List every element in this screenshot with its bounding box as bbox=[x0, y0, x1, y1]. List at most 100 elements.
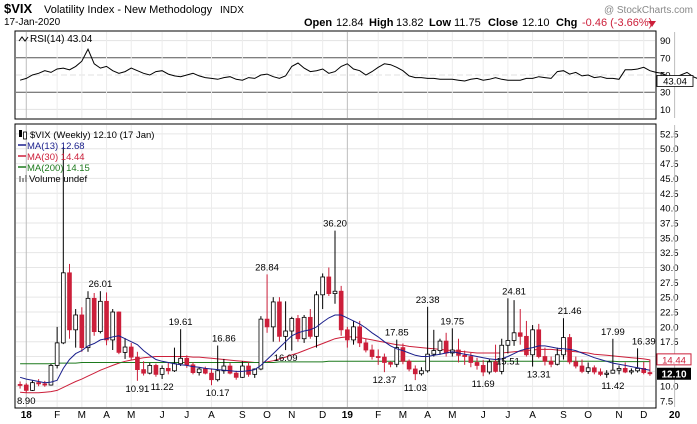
close-value: 12.10 bbox=[522, 17, 550, 29]
price-tick-label: 47.5 bbox=[660, 159, 679, 170]
price-annotation: 16.09 bbox=[274, 353, 298, 364]
ohlc-summary: Open 12.84 High 13.82 Low 11.75 Close 12… bbox=[304, 17, 652, 29]
x-axis-label: F bbox=[54, 410, 60, 421]
candle-body bbox=[301, 316, 307, 340]
candle-body bbox=[85, 297, 91, 349]
candle-body bbox=[487, 361, 492, 373]
close-label: Close bbox=[488, 17, 518, 29]
volume-legend-icon bbox=[19, 175, 27, 182]
legend-volume: Volume undef bbox=[29, 174, 87, 185]
price-tick-label: 25.0 bbox=[660, 293, 679, 304]
rsi-tick-label: 70 bbox=[660, 53, 671, 64]
candle-body bbox=[42, 383, 48, 386]
x-axis-label: A bbox=[103, 410, 110, 421]
candle-body bbox=[264, 318, 270, 328]
candle-body bbox=[622, 368, 628, 373]
ma30-current-label: 14.44 bbox=[662, 355, 686, 366]
candle-body bbox=[382, 356, 387, 363]
x-axis-label: J bbox=[160, 410, 165, 421]
candle-body bbox=[610, 369, 616, 374]
price-annotations: 8.90 26.01 10.91 11.22 19.61 16.86 10.17 28.84 1… bbox=[17, 219, 656, 407]
candle-body bbox=[474, 362, 480, 366]
rsi-panel: 9070503010 43.04 RSI(14) 43.04 bbox=[14, 30, 697, 120]
candle-body bbox=[548, 360, 554, 365]
chg-value: -0.46 (-3.66%) bbox=[582, 17, 652, 29]
down-arrow-icon bbox=[648, 21, 656, 27]
x-axis-label: O bbox=[263, 410, 271, 421]
candle-body bbox=[116, 311, 122, 353]
candle-body bbox=[517, 332, 523, 337]
price-annotation: 11.42 bbox=[601, 381, 624, 392]
price-tick-label: 10.0 bbox=[660, 382, 679, 393]
price-annotation: 36.20 bbox=[323, 219, 347, 230]
candle-body bbox=[629, 370, 634, 373]
candle-body bbox=[443, 340, 449, 354]
x-axis-label: 19 bbox=[342, 410, 354, 421]
price-tick-label: 32.5 bbox=[660, 248, 679, 259]
x-axis-label: O bbox=[584, 410, 592, 421]
price-annotation: 17.85 bbox=[385, 328, 409, 339]
price-tick-label: 7.5 bbox=[660, 397, 673, 408]
candle-body bbox=[110, 311, 116, 341]
x-axis-label: A bbox=[424, 410, 431, 421]
price-annotation: 17.99 bbox=[601, 327, 625, 338]
legend-ma30: MA(30) 14.44 bbox=[27, 152, 85, 163]
candle-body bbox=[128, 346, 134, 358]
candle-body bbox=[425, 353, 430, 372]
price-annotation: 11.69 bbox=[472, 379, 495, 390]
candle-body bbox=[17, 384, 23, 386]
candle-body bbox=[536, 329, 542, 357]
candle-body bbox=[530, 329, 535, 356]
candle-body bbox=[406, 360, 412, 370]
price-annotation: 24.81 bbox=[502, 286, 526, 297]
price-annotation: 28.84 bbox=[255, 262, 279, 273]
ma13-line bbox=[19, 314, 651, 384]
price-annotation: 8.90 bbox=[17, 396, 36, 407]
legend-ma200: MA(200) 14.15 bbox=[27, 163, 90, 174]
candle-body bbox=[165, 368, 171, 372]
price-annotation: 21.46 bbox=[558, 306, 582, 317]
x-axis-label: M bbox=[127, 410, 135, 421]
chart-date: 17-Jan-2020 bbox=[4, 17, 61, 28]
candle-body bbox=[412, 368, 418, 375]
x-axis-label: A bbox=[529, 410, 536, 421]
candle-body bbox=[289, 318, 295, 332]
candle-body bbox=[431, 350, 437, 355]
candle-body bbox=[295, 318, 301, 340]
candle-body bbox=[172, 363, 177, 372]
candle-body bbox=[357, 326, 363, 344]
candle-body bbox=[554, 354, 560, 365]
candle-body bbox=[351, 326, 356, 341]
price-tick-label: 40.0 bbox=[660, 204, 679, 215]
price-tick-label: 20.0 bbox=[660, 322, 679, 333]
candle-body bbox=[345, 329, 350, 341]
rsi-tick-label: 90 bbox=[660, 36, 671, 47]
price-panel: 52.5 50.0 47.5 45.0 42.5 40.0 37.5 35.0 32.5 30.0… bbox=[14, 123, 692, 409]
candle-body bbox=[437, 340, 443, 351]
price-tick-label: 42.5 bbox=[660, 189, 679, 200]
price-annotation: 19.75 bbox=[440, 316, 464, 327]
x-axis-label: A bbox=[208, 410, 215, 421]
candle-body bbox=[141, 369, 146, 374]
candle-body bbox=[73, 314, 78, 331]
high-value: 13.82 bbox=[396, 17, 424, 29]
candle-body bbox=[60, 272, 66, 344]
candle-body bbox=[221, 365, 227, 372]
candle-body bbox=[511, 332, 517, 341]
price-tick-label: 37.5 bbox=[660, 218, 679, 229]
price-tick-label: 35.0 bbox=[660, 233, 679, 244]
price-annotation: 26.01 bbox=[88, 279, 112, 290]
candle-body bbox=[122, 346, 128, 353]
price-annotation: 13.31 bbox=[527, 370, 551, 381]
price-tick-label: 45.0 bbox=[660, 174, 679, 185]
price-annotation: 16.39 bbox=[632, 336, 656, 347]
candle-body bbox=[585, 367, 591, 372]
close-current-label: 12.10 bbox=[661, 370, 686, 381]
x-axis-label: M bbox=[78, 410, 86, 421]
candle-body bbox=[419, 370, 424, 375]
price-legend: $VIX (Weekly) 12.10 (17 Jan) MA(13) 12.6… bbox=[18, 130, 154, 185]
x-axis-label: N bbox=[615, 410, 622, 421]
ma30-current-box bbox=[656, 353, 692, 366]
legend-main: $VIX (Weekly) 12.10 (17 Jan) bbox=[30, 130, 154, 141]
